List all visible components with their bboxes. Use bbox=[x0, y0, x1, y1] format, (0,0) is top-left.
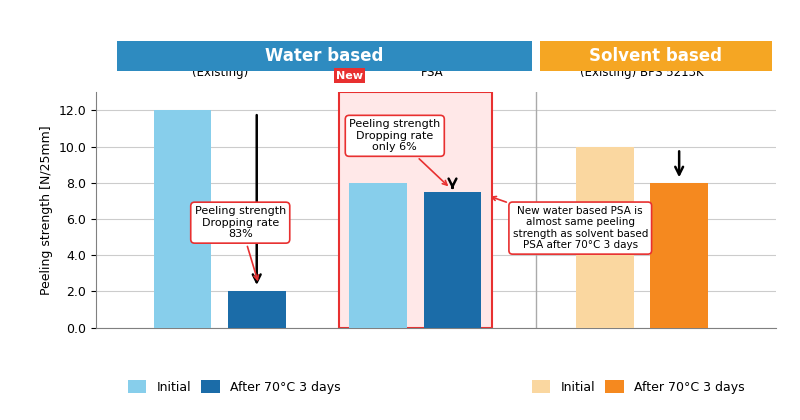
Bar bbox=[228, 291, 286, 328]
Text: New water based PSA is
almost same peeling
strength as solvent based
PSA after 7: New water based PSA is almost same peeli… bbox=[492, 197, 648, 250]
Y-axis label: Peeling strength [N/25mm]: Peeling strength [N/25mm] bbox=[40, 125, 53, 295]
Bar bbox=[350, 183, 407, 328]
Text: Plasticizer resistance
PSA: Plasticizer resistance PSA bbox=[370, 52, 494, 79]
Text: Peeling strength
Dropping rate
83%: Peeling strength Dropping rate 83% bbox=[194, 206, 286, 280]
Text: Normal type PSA
(Existing): Normal type PSA (Existing) bbox=[170, 52, 270, 79]
Bar bbox=[576, 147, 634, 328]
Text: Peeling strength
Dropping rate
only 6%: Peeling strength Dropping rate only 6% bbox=[349, 119, 447, 185]
Bar bbox=[154, 110, 211, 328]
Text: New: New bbox=[336, 71, 363, 81]
Text: Plasticizer resistance PSA
(Existing) BPS 5213K: Plasticizer resistance PSA (Existing) BP… bbox=[566, 52, 718, 79]
Bar bbox=[339, 92, 492, 328]
Bar bbox=[540, 41, 772, 71]
Bar bbox=[424, 192, 482, 328]
Bar bbox=[650, 183, 708, 328]
Legend: Initial, After 70°C 3 days: Initial, After 70°C 3 days bbox=[526, 375, 750, 399]
Bar bbox=[117, 41, 532, 71]
Text: Water based: Water based bbox=[265, 47, 383, 65]
Text: Solvent based: Solvent based bbox=[590, 47, 722, 65]
